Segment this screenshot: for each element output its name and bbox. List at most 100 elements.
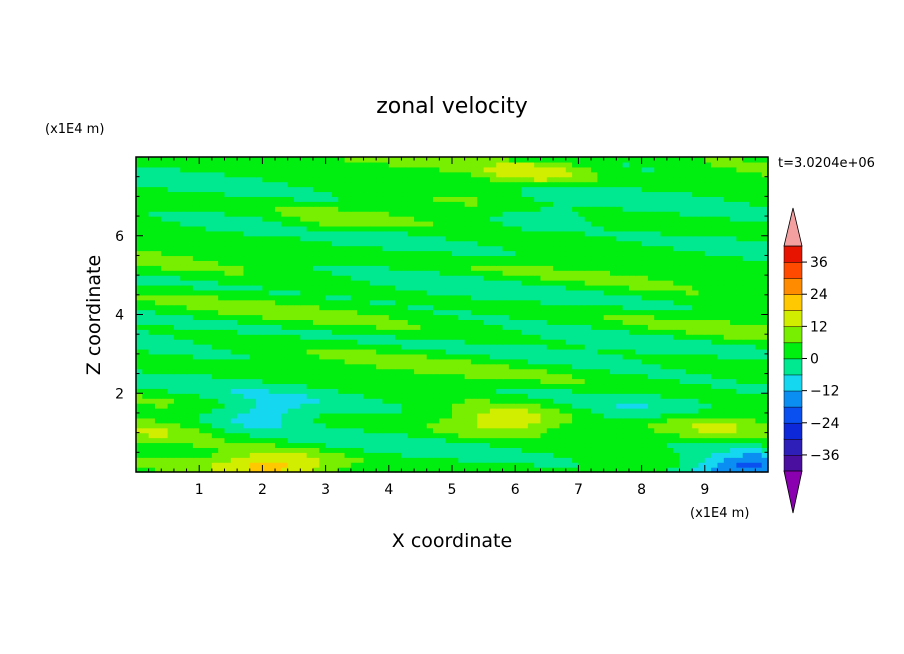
- field-cell: [711, 260, 719, 266]
- field-cell: [218, 408, 226, 414]
- field-cell: [508, 314, 516, 321]
- field-cell: [477, 319, 485, 325]
- field-cell: [420, 368, 428, 375]
- field-cell: [306, 378, 314, 385]
- field-cell: [597, 314, 605, 321]
- field-cell: [546, 329, 554, 335]
- field-cell: [755, 284, 763, 291]
- field-cell: [161, 457, 169, 463]
- field-cell: [142, 452, 150, 458]
- field-cell: [603, 280, 611, 286]
- field-cell: [755, 260, 763, 266]
- field-cell: [319, 255, 327, 261]
- field-cell: [534, 304, 542, 311]
- field-cell: [199, 289, 207, 296]
- field-cell: [243, 442, 251, 448]
- field-cell: [173, 393, 181, 399]
- field-cell: [452, 437, 459, 444]
- field-cell: [616, 363, 624, 370]
- field-cell: [287, 255, 295, 261]
- field-cell: [534, 437, 542, 444]
- field-cell: [470, 373, 478, 380]
- field-cell: [294, 417, 301, 424]
- field-cell: [546, 225, 554, 232]
- field-cell: [154, 265, 162, 271]
- field-cell: [527, 319, 535, 325]
- field-cell: [344, 230, 352, 237]
- field-cell: [161, 353, 169, 360]
- field-cell: [685, 417, 693, 424]
- field-cell: [527, 462, 535, 468]
- field-cell: [426, 344, 434, 350]
- field-cell: [407, 383, 415, 389]
- field-cell: [452, 383, 459, 389]
- field-cell: [401, 457, 409, 463]
- field-cell: [622, 462, 630, 468]
- field-cell: [673, 270, 681, 276]
- field-cell: [439, 334, 447, 340]
- field-cell: [711, 427, 719, 434]
- field-cell: [331, 329, 339, 335]
- field-cell: [173, 245, 181, 252]
- field-cell: [306, 225, 314, 232]
- field-cell: [616, 442, 624, 448]
- field-cell: [508, 398, 516, 404]
- field-cell: [711, 452, 719, 458]
- field-cell: [357, 334, 365, 340]
- field-cell: [350, 299, 358, 306]
- field-cell: [395, 378, 403, 385]
- field-cell: [224, 309, 232, 316]
- field-cell: [325, 457, 333, 463]
- field-cell: [464, 324, 472, 330]
- field-cell: [173, 275, 181, 281]
- field-cell: [325, 260, 333, 266]
- field-cell: [331, 462, 339, 468]
- field-cell: [401, 412, 409, 419]
- field-cell: [414, 373, 421, 380]
- field-cell: [515, 284, 523, 291]
- field-cell: [281, 240, 289, 247]
- field-cell: [616, 412, 624, 419]
- field-cell: [477, 442, 485, 448]
- field-cell: [679, 462, 687, 468]
- field-cell: [312, 309, 320, 316]
- field-cell: [199, 348, 207, 355]
- field-cell: [685, 235, 693, 242]
- field-cell: [603, 230, 611, 237]
- field-cell: [376, 462, 384, 468]
- field-cell: [654, 353, 662, 360]
- field-cell: [294, 437, 301, 444]
- field-cell: [180, 432, 188, 439]
- field-cell: [761, 235, 769, 242]
- field-cell: [553, 427, 561, 434]
- field-cell: [268, 408, 276, 414]
- field-cell: [230, 393, 238, 399]
- field-cell: [237, 432, 245, 439]
- field-cell: [281, 235, 289, 242]
- field-cell: [256, 275, 263, 281]
- field-cell: [477, 289, 485, 296]
- field-cell: [192, 393, 200, 399]
- field-cell: [268, 378, 276, 385]
- field-cell: [704, 403, 712, 409]
- field-cell: [458, 299, 466, 306]
- field-cell: [666, 280, 674, 286]
- field-cell: [306, 412, 314, 419]
- field-cell: [521, 393, 529, 399]
- field-cell: [350, 280, 358, 286]
- field-cell: [237, 245, 245, 252]
- field-cell: [395, 294, 403, 301]
- field-cell: [154, 245, 162, 252]
- field-cell: [148, 462, 156, 468]
- field-cell: [395, 324, 403, 330]
- field-cell: [199, 368, 207, 375]
- field-cell: [515, 235, 523, 242]
- field-cell: [540, 265, 548, 271]
- field-cell: [711, 235, 719, 242]
- field-cell: [237, 270, 245, 276]
- field-cell: [306, 358, 314, 365]
- field-cell: [338, 363, 346, 370]
- field-cell: [489, 452, 497, 458]
- field-cell: [736, 284, 744, 291]
- field-cell: [641, 368, 649, 375]
